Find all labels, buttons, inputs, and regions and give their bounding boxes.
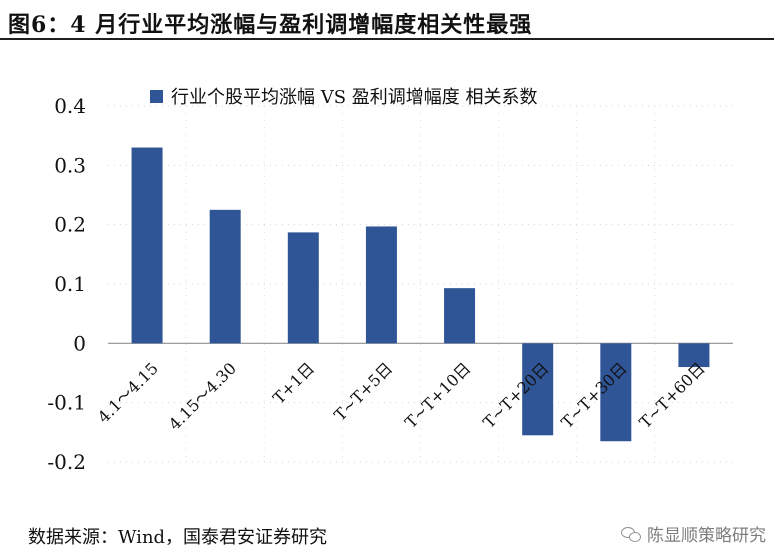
bar (522, 343, 554, 436)
bar (287, 232, 319, 344)
figure-header: 图6：4 月行业平均涨幅与盈利调增幅度相关性最强 (0, 0, 774, 40)
bar (131, 147, 163, 344)
y-tick-label: 0.3 (54, 153, 86, 177)
legend-swatch (150, 90, 163, 103)
y-tick-label: 0.4 (54, 94, 86, 118)
bar-series (131, 147, 710, 442)
data-source-note: 数据来源：Wind，国泰君安证券研究 (28, 527, 328, 548)
chart-legend: 行业个股平均涨幅 VS 盈利调增幅度 相关系数 (150, 83, 538, 109)
y-tick-label: -0.2 (47, 450, 86, 474)
legend-label: 行业个股平均涨幅 VS 盈利调增幅度 相关系数 (171, 87, 538, 108)
y-tick-label: -0.1 (47, 391, 86, 415)
wechat-icon (621, 526, 641, 542)
correlation-bar-chart: -0.2-0.100.10.20.30.44.1～4.15 4.15～4.30 T+… (47, 94, 733, 474)
y-tick-label: 0.1 (54, 272, 86, 296)
bar (209, 209, 241, 344)
bar (678, 343, 710, 368)
y-tick-label: 0.2 (54, 213, 86, 237)
figure-title: 图6：4 月行业平均涨幅与盈利调增幅度相关性最强 (8, 12, 533, 38)
y-tick-label: 0 (73, 331, 86, 355)
watermark-text: 陈显顺策略研究 (647, 526, 766, 546)
y-axis-ticks: -0.2 -0.1 0 0.1 0.2 0.3 0.4 (47, 94, 86, 474)
bar (365, 226, 397, 344)
chart-container: -0.2 -0.1 0 0.1 0.2 0.3 0.4 4.1～4.15 4.15～4.30 T+… (0, 40, 774, 510)
bar (444, 288, 476, 344)
bar (600, 343, 632, 442)
watermark: 陈显顺策略研究 (621, 521, 766, 546)
